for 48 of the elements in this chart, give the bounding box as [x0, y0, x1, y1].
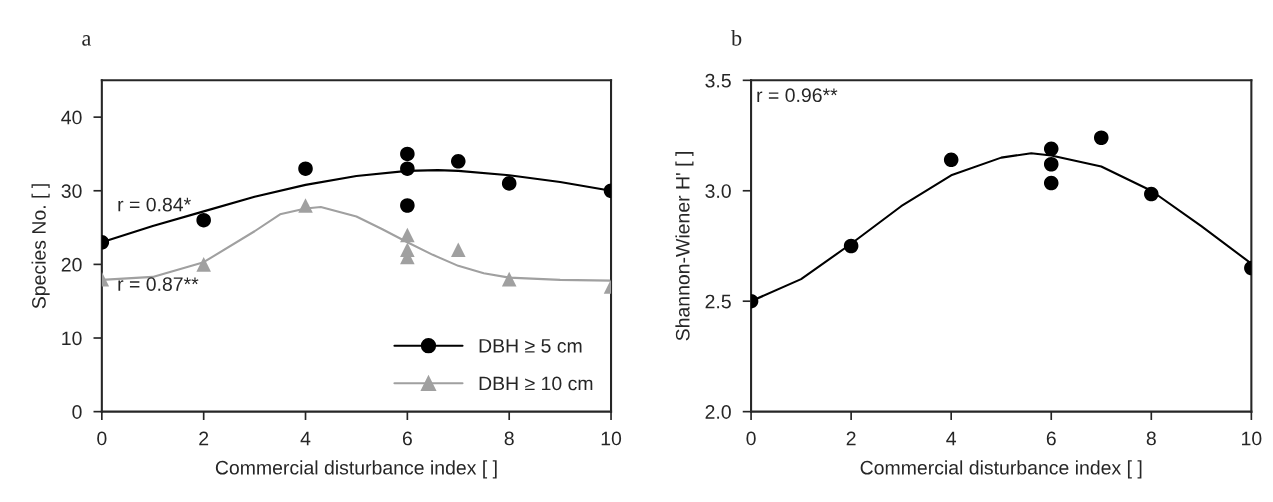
- point: [1043, 156, 1059, 172]
- x-tick-label: 0: [746, 431, 756, 446]
- x-tick-label: 4: [946, 431, 957, 446]
- point: [298, 198, 313, 213]
- point: [400, 161, 415, 176]
- y-tick-label: 2.5: [705, 294, 731, 309]
- y-tick-label: 30: [61, 184, 82, 198]
- x-tick-label: 10: [601, 431, 622, 446]
- x-axis-title: Commercial disturbance index [ ]: [215, 460, 497, 479]
- y-axis-title: Shannon-Wiener H' [ ]: [675, 152, 694, 341]
- annotation: r = 0.87**: [118, 277, 199, 291]
- point: [501, 271, 517, 287]
- y-tick-label: 40: [61, 110, 82, 125]
- y-tick-label: 20: [61, 257, 82, 272]
- y-tick-label: 10: [62, 331, 82, 346]
- x-tick-label: 8: [1146, 431, 1156, 446]
- y-axis-title: Species No. [ ]: [31, 184, 50, 309]
- legend-label: DBH ≥ 10 cm: [479, 376, 593, 391]
- x-axis-title: Commercial disturbance index [ ]: [860, 460, 1142, 479]
- point: [400, 198, 415, 213]
- annotation: r = 0.96**: [757, 88, 838, 103]
- point: [451, 154, 466, 169]
- point: [1043, 141, 1059, 157]
- x-tick-label: 4: [300, 431, 311, 446]
- chart-title: b: [731, 30, 742, 46]
- annotation: r = 0.84*: [118, 197, 191, 212]
- x-tick-label: 6: [1046, 431, 1056, 446]
- x-tick-label: 0: [97, 431, 107, 446]
- legend-label: DBH ≥ 5 cm: [479, 339, 582, 353]
- y-tick-label: 2.0: [705, 405, 731, 419]
- point: [298, 161, 313, 176]
- y-tick-label: 3.5: [705, 73, 731, 88]
- point: [1093, 130, 1109, 146]
- chart-title: a: [82, 35, 92, 46]
- point: [1144, 186, 1159, 202]
- point: [400, 227, 415, 243]
- y-tick-label: 0: [72, 405, 82, 419]
- point: [943, 152, 959, 168]
- point: [501, 176, 517, 191]
- point: [1043, 175, 1059, 191]
- x-tick-label: 8: [504, 431, 514, 446]
- x-tick-label: 2: [846, 431, 856, 446]
- x-tick-label: 6: [402, 431, 412, 446]
- x-tick-label: 10: [1242, 431, 1262, 446]
- point: [400, 146, 415, 162]
- x-tick-label: 2: [199, 431, 209, 446]
- point: [451, 242, 466, 257]
- y-tick-label: 3.0: [705, 184, 731, 198]
